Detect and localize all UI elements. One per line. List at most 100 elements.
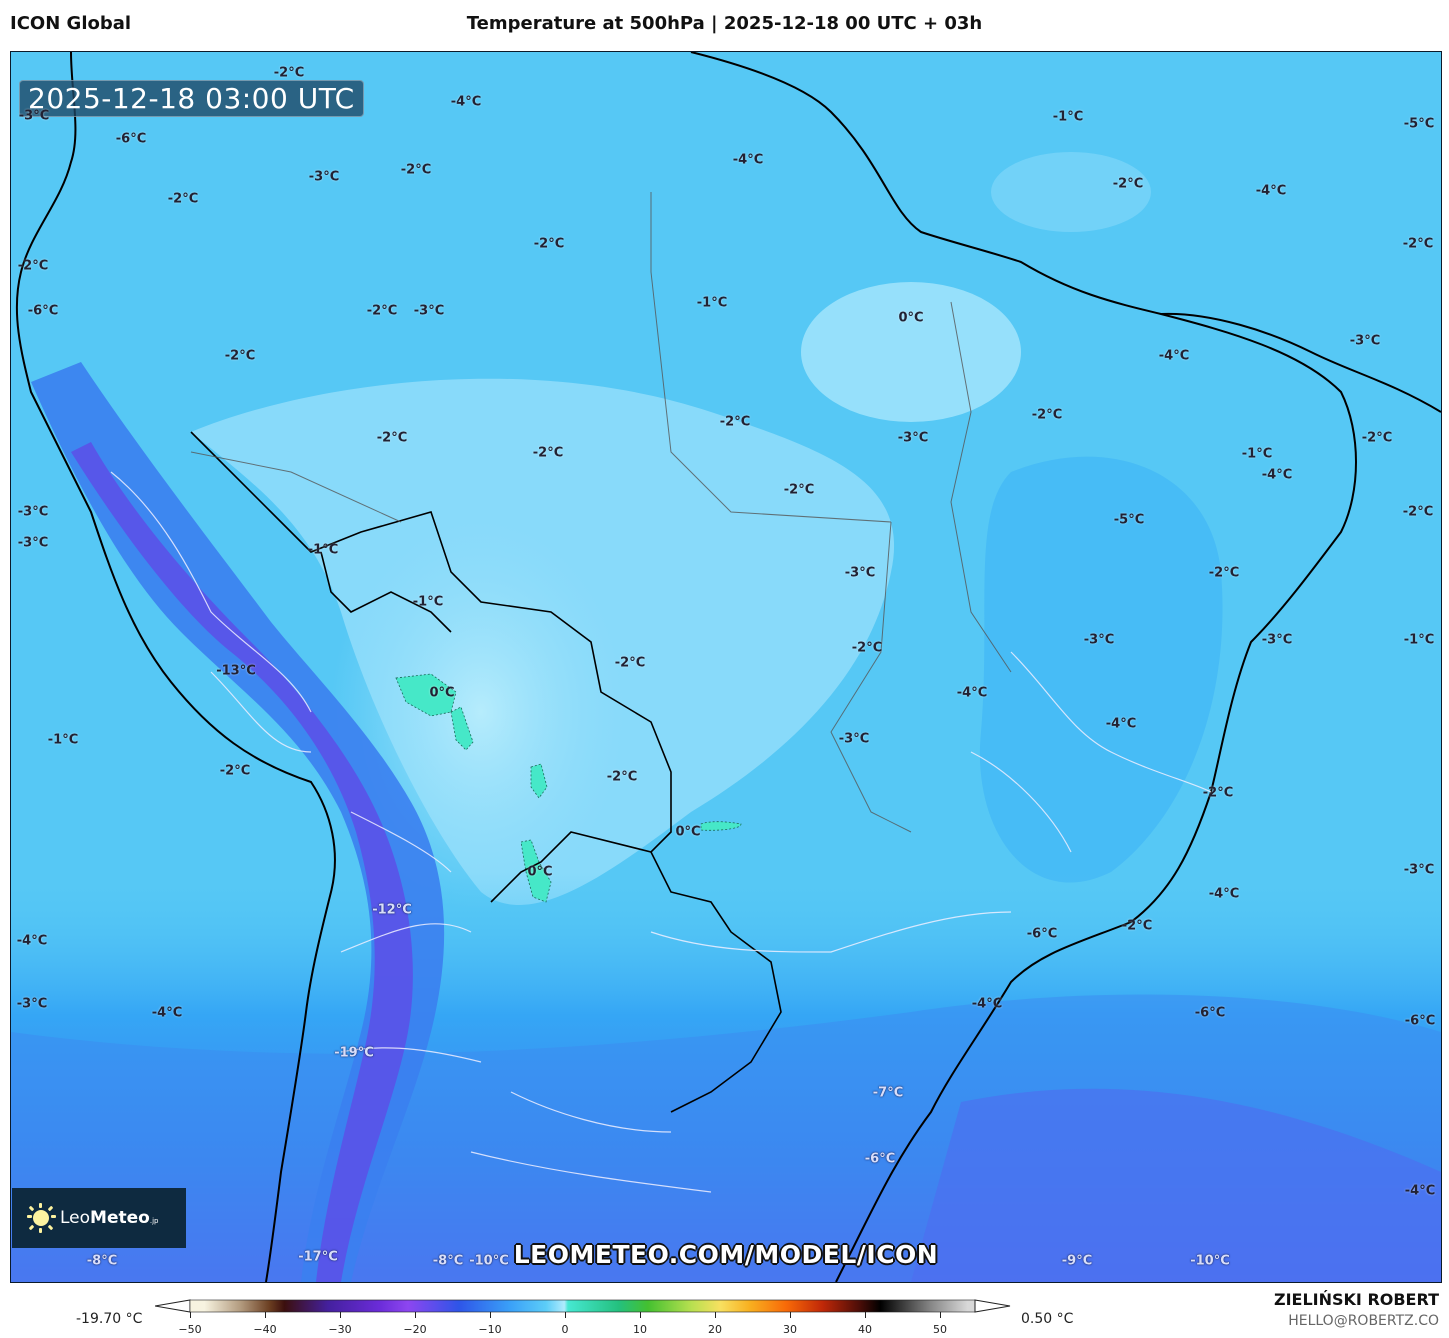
isotherm-label: -2°C [17,258,49,274]
isotherm-label: 0°C [527,864,553,880]
model-name: ICON Global [10,13,132,34]
colorbar-tick-label: 0 [561,1323,569,1336]
isotherm-label: -6°C [1026,926,1058,942]
isotherm-label: -5°C [1403,116,1435,132]
isotherm-label: -7°C [872,1085,904,1101]
isotherm-label: -2°C [224,348,256,364]
colorbar-min-label: -19.70 °C [76,1311,143,1327]
chart-title: Temperature at 500hPa | 2025-12-18 00 UT… [466,13,983,34]
colorbar-tick [415,1312,416,1318]
isotherm-label: -2°C [1402,236,1434,252]
isotherm-label: -4°C [1255,183,1287,199]
isotherm-label: -3°C [17,535,49,551]
isotherm-label: -6°C [115,131,147,147]
isotherm-label: -3°C [17,504,49,520]
colorbar-tick-label: −10 [478,1323,502,1336]
colorbar-tick [940,1312,941,1318]
isotherm-label: -2°C [1208,565,1240,581]
isotherm-label: -2°C [219,763,251,779]
isotherm-label: 0°C [898,310,924,326]
logo-text: LeoMeteo.jp [60,1208,159,1228]
isotherm-label: -3°C [897,430,929,446]
isotherm-label: -4°C [971,996,1003,1012]
colorbar-tick-label: 50 [933,1323,947,1336]
isotherm-label: -3°C [1349,333,1381,349]
leometeo-logo[interactable]: LeoMeteo.jp [12,1188,186,1248]
colorbar-tick [790,1312,791,1318]
author-email[interactable]: HELLO@ROBERTZ.CO [1288,1313,1439,1329]
isotherm-label: -4°C [1404,1183,1436,1199]
colorbar-tick-label: −30 [328,1323,352,1336]
isotherm-label: -9°C [1061,1253,1093,1269]
temperature-map[interactable]: 2025-12-18 03:00 UTC -2°C -4°C -3°C -6°C -4°… [10,51,1442,1283]
isotherm-label: -6°C [1404,1013,1436,1029]
isotherm-label: -2°C [273,65,305,81]
colorbar-max-label: 0.50 °C [1021,1311,1074,1327]
colorbar-tick [190,1312,191,1318]
colorbar-tick-label: 30 [783,1323,797,1336]
isotherm-label: -12°C [372,902,412,918]
isotherm-label: -2°C [783,482,815,498]
isotherm-label: -1°C [1052,109,1084,125]
isotherm-label: -1°C [307,542,339,558]
isotherm-label: -3°C [16,996,48,1012]
isotherm-label: -4°C [732,152,764,168]
isotherm-label: -2°C [1031,407,1063,423]
sun-icon [26,1203,56,1233]
colorbar-tick [490,1312,491,1318]
isotherm-label: -4°C [1158,348,1190,364]
isotherm-label: -6°C [864,1151,896,1167]
author-name: ZIELIŃSKI ROBERT [1273,1290,1439,1309]
isotherm-label: -5°C [1113,512,1145,528]
colorbar-tick [640,1312,641,1318]
isotherm-label: -2°C [533,236,565,252]
isotherm-label: 0°C [675,824,701,840]
isotherm-label: -8°C [86,1253,118,1269]
isotherm-label: -1°C [696,295,728,311]
isotherm-label: -13°C [216,663,256,679]
isotherm-label: -2°C [1202,785,1234,801]
isotherm-label: -2°C [1121,918,1153,934]
colorbar-tick [715,1312,716,1318]
colorbar-tick-label: 10 [633,1323,647,1336]
isotherm-label: -3°C [413,303,445,319]
isotherm-label: -2°C [606,769,638,785]
isotherm-label: -10°C [469,1253,509,1269]
colorbar-tick [565,1312,566,1318]
map-field [11,52,1441,1282]
colorbar-tick-label: 20 [708,1323,722,1336]
isotherm-label: -2°C [167,191,199,207]
isotherm-label: -2°C [614,655,646,671]
isotherm-label: -4°C [16,933,48,949]
isotherm-label: -2°C [719,414,751,430]
isotherm-label: -1°C [412,594,444,610]
isotherm-label: -2°C [851,640,883,656]
isotherm-label: -4°C [1105,716,1137,732]
colorbar-tick-label: 40 [858,1323,872,1336]
isotherm-label: -8°C [432,1253,464,1269]
isotherm-label: -4°C [1261,467,1293,483]
isotherm-label: -1°C [47,732,79,748]
isotherm-label: -4°C [450,94,482,110]
colorbar-tick [340,1312,341,1318]
isotherm-label: -3°C [1083,632,1115,648]
isotherm-label: -1°C [1403,632,1435,648]
isotherm-label: -4°C [1208,886,1240,902]
isotherm-label: -3°C [308,169,340,185]
isotherm-label: -3°C [844,565,876,581]
colorbar-tick-label: −50 [178,1323,202,1336]
isotherm-label: -3°C [1403,862,1435,878]
isotherm-label: -1°C [1241,446,1273,462]
colorbar [154,1298,1015,1314]
isotherm-label: -2°C [400,162,432,178]
isotherm-label: -3°C [838,731,870,747]
colorbar-tick-label: −40 [253,1323,277,1336]
valid-time-badge: 2025-12-18 03:00 UTC [19,80,364,117]
isotherm-label: -4°C [151,1005,183,1021]
website-watermark: LEOMETEO.COM/MODEL/ICON [513,1240,939,1269]
isotherm-label: -3°C [18,108,50,124]
isotherm-label: -2°C [1112,176,1144,192]
isotherm-label: -6°C [27,303,59,319]
isotherm-label: -6°C [1194,1005,1226,1021]
isotherm-label: -2°C [1361,430,1393,446]
